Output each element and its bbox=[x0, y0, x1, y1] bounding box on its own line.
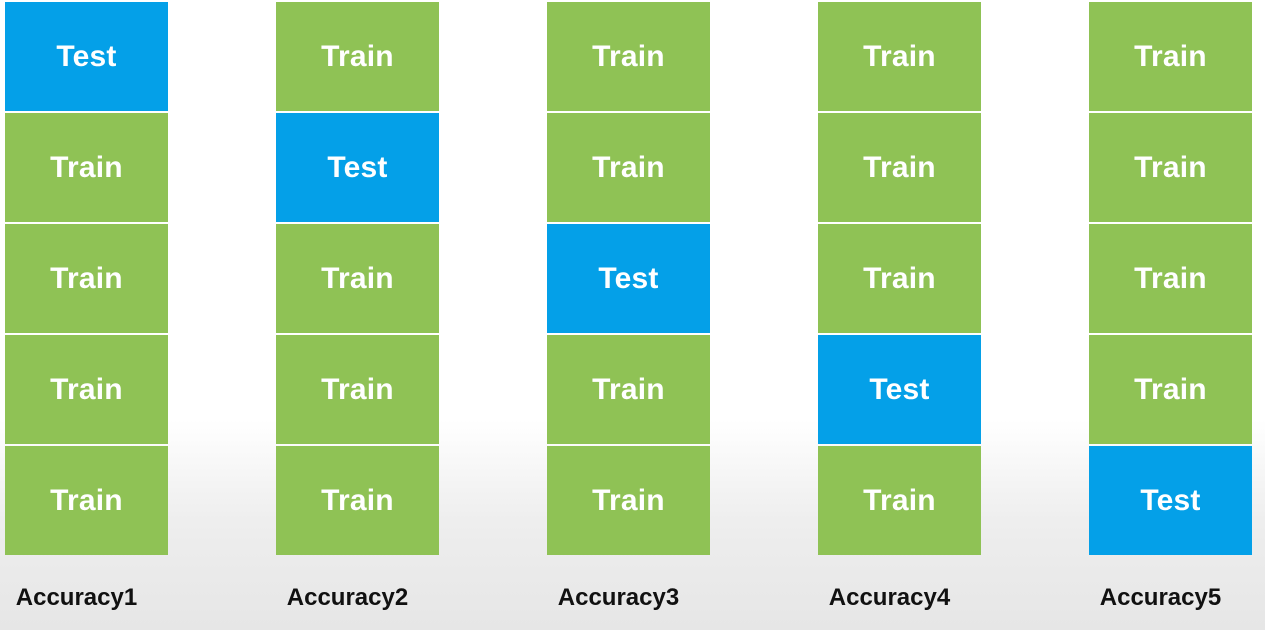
accuracy-label-5: Accuracy5 bbox=[1099, 584, 1222, 611]
fold-5-block-3-train: Train bbox=[1089, 224, 1252, 333]
fold-2-block-2-test: Test bbox=[276, 113, 439, 222]
fold-4-block-4-test: Test bbox=[818, 335, 981, 444]
accuracy-label-3: Accuracy3 bbox=[557, 584, 680, 611]
fold-3-block-1-train: Train bbox=[547, 2, 710, 111]
fold-4-block-3-train: Train bbox=[818, 224, 981, 333]
fold-1-block-5-train: Train bbox=[5, 446, 168, 555]
fold-column-1: Test Train Train Train Train bbox=[5, 2, 168, 557]
fold-5-block-5-test: Test bbox=[1089, 446, 1252, 555]
fold-1-block-4-train: Train bbox=[5, 335, 168, 444]
fold-2-block-1-train: Train bbox=[276, 2, 439, 111]
fold-column-5: Train Train Train Train Test bbox=[1089, 2, 1252, 557]
fold-5-block-2-train: Train bbox=[1089, 113, 1252, 222]
fold-3-block-5-train: Train bbox=[547, 446, 710, 555]
fold-4-block-5-train: Train bbox=[818, 446, 981, 555]
fold-2-block-5-train: Train bbox=[276, 446, 439, 555]
fold-column-3: Train Train Test Train Train bbox=[547, 2, 710, 557]
fold-3-block-4-train: Train bbox=[547, 335, 710, 444]
fold-3-block-3-test: Test bbox=[547, 224, 710, 333]
accuracy-label-2: Accuracy2 bbox=[286, 584, 409, 611]
fold-2-block-4-train: Train bbox=[276, 335, 439, 444]
fold-5-block-1-train: Train bbox=[1089, 2, 1252, 111]
fold-1-block-3-train: Train bbox=[5, 224, 168, 333]
fold-4-block-2-train: Train bbox=[818, 113, 981, 222]
fold-4-block-1-train: Train bbox=[818, 2, 981, 111]
fold-5-block-4-train: Train bbox=[1089, 335, 1252, 444]
fold-column-4: Train Train Train Test Train bbox=[818, 2, 981, 557]
accuracy-label-4: Accuracy4 bbox=[828, 584, 951, 611]
fold-1-block-1-test: Test bbox=[5, 2, 168, 111]
fold-column-2: Train Test Train Train Train bbox=[276, 2, 439, 557]
fold-3-block-2-train: Train bbox=[547, 113, 710, 222]
accuracy-label-1: Accuracy1 bbox=[15, 584, 138, 611]
fold-1-block-2-train: Train bbox=[5, 113, 168, 222]
fold-2-block-3-train: Train bbox=[276, 224, 439, 333]
